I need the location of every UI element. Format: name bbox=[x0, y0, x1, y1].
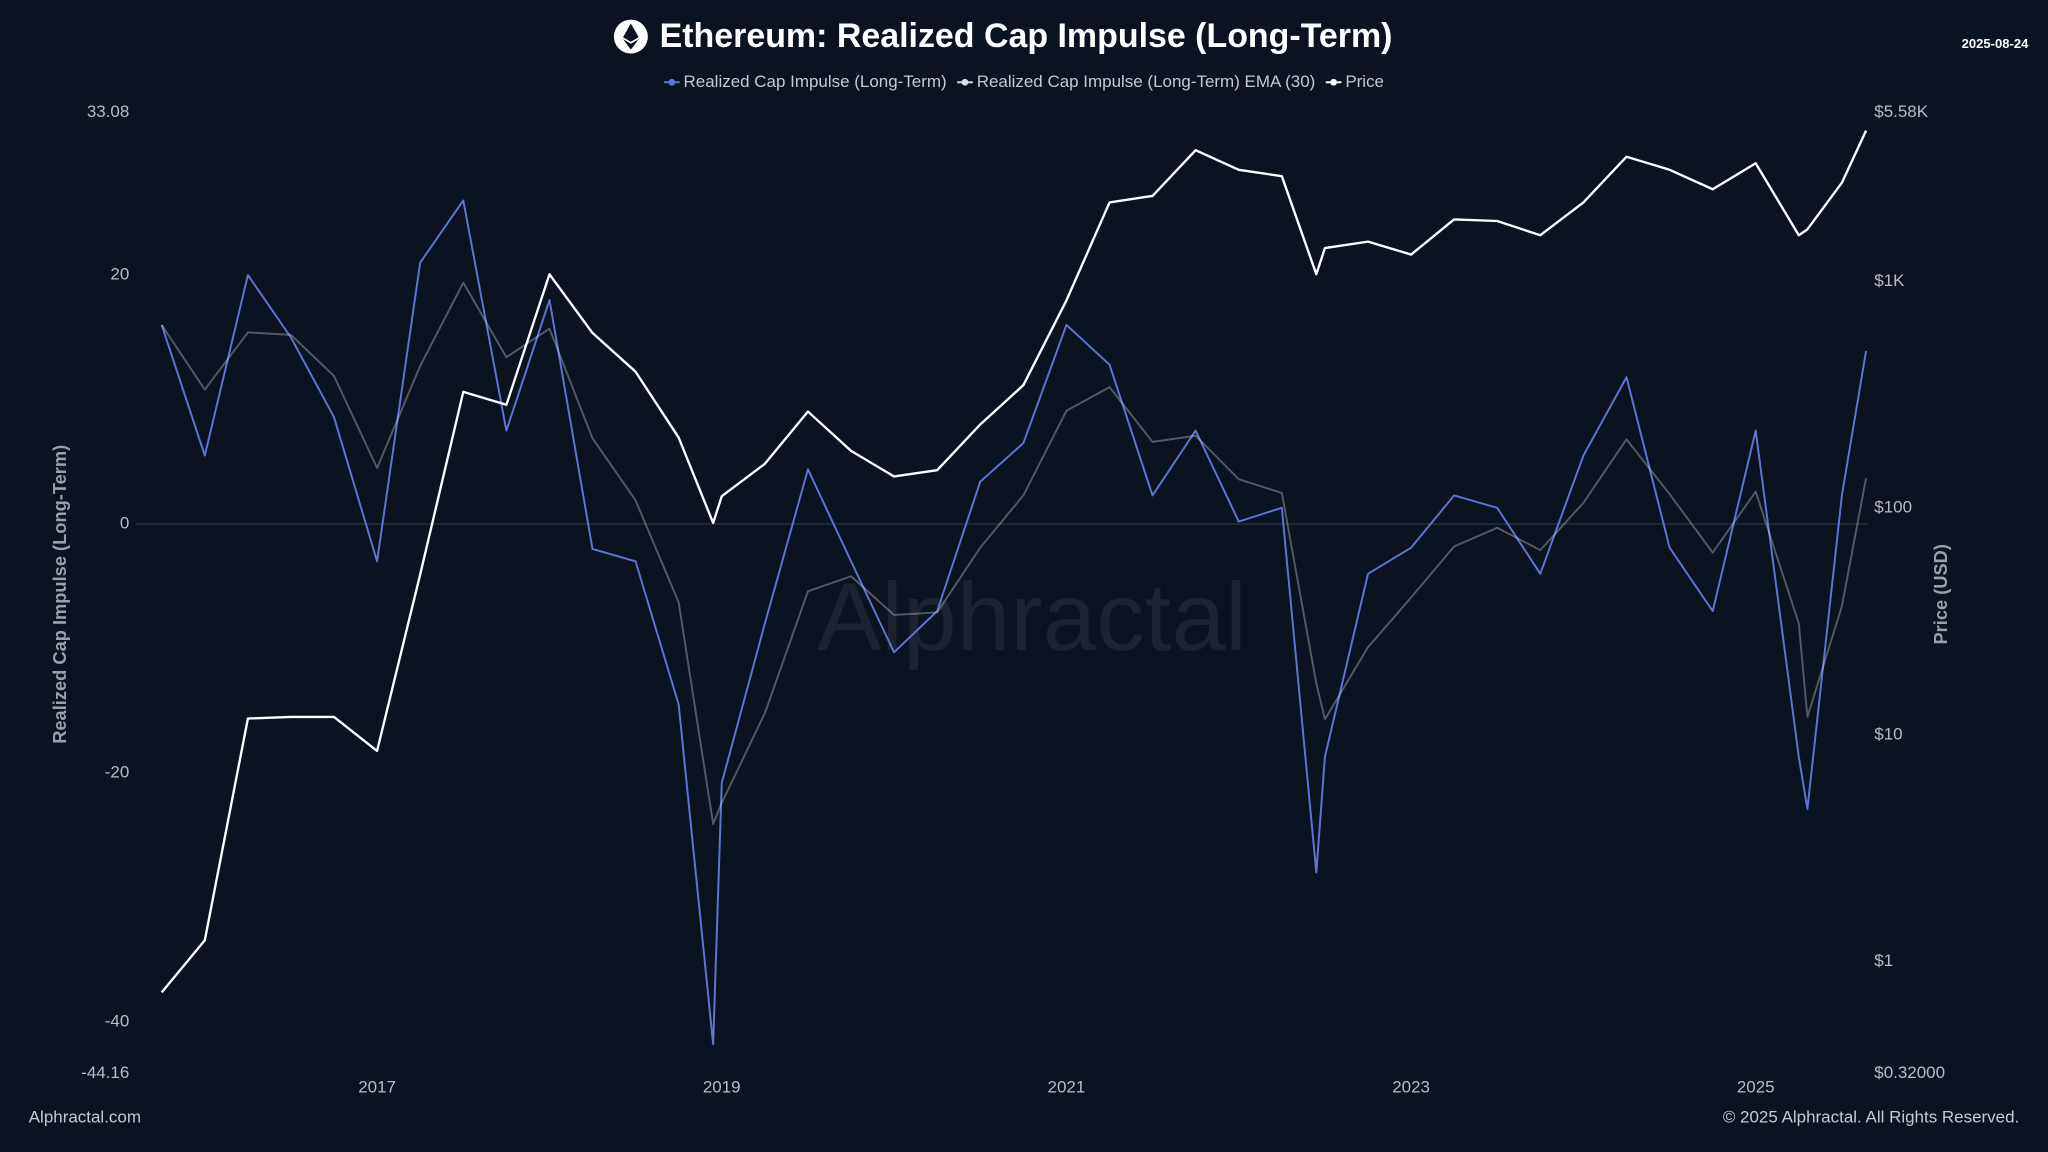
legend-item: Price bbox=[1325, 72, 1384, 91]
watermark: Alphractal bbox=[817, 564, 1247, 671]
legend-marker bbox=[1330, 78, 1337, 86]
y2-tick-label: $100 bbox=[1874, 498, 1912, 517]
x-tick-label: 2023 bbox=[1392, 1077, 1430, 1096]
y-tick-label: -20 bbox=[105, 762, 130, 781]
y-tick-label: -44.16 bbox=[81, 1063, 129, 1082]
chart-title: Ethereum: Realized Cap Impulse (Long-Ter… bbox=[660, 17, 1393, 55]
legend-marker bbox=[961, 78, 969, 86]
legend-item: Realized Cap Impulse (Long-Term) bbox=[663, 72, 947, 91]
legend-item: Realized Cap Impulse (Long-Term) EMA (30… bbox=[957, 72, 1315, 91]
legend-label: Price bbox=[1345, 72, 1384, 91]
series-line bbox=[160, 281, 1868, 826]
legend: Realized Cap Impulse (Long-Term) Realized… bbox=[663, 72, 1384, 91]
date: 2025-08-24 bbox=[1962, 36, 2029, 51]
x-tick-label: 2017 bbox=[358, 1077, 396, 1096]
x-tick-label: 2021 bbox=[1048, 1077, 1086, 1096]
y2-tick-label: $5.58K bbox=[1874, 102, 1928, 121]
y-tick-label: 0 bbox=[120, 514, 129, 533]
footer-right: © 2025 Alphractal. All Rights Reserved. bbox=[1723, 1108, 2019, 1127]
y-tick-label: 33.08 bbox=[87, 102, 129, 121]
y2-tick-label: $0.32000 bbox=[1874, 1063, 1945, 1082]
y-axis-label: Realized Cap Impulse (Long-Term) bbox=[49, 445, 70, 744]
legend-marker bbox=[668, 78, 676, 86]
y2-tick-label: $1K bbox=[1874, 271, 1905, 290]
series-line bbox=[160, 199, 1868, 1046]
x-tick-label: 2019 bbox=[703, 1077, 741, 1096]
y-tick-label: 20 bbox=[110, 265, 129, 284]
y-tick-label: -40 bbox=[105, 1011, 130, 1030]
x-tick-label: 2025 bbox=[1737, 1077, 1775, 1096]
legend-label: Realized Cap Impulse (Long-Term) bbox=[684, 72, 947, 91]
footer-left: Alphractal.com bbox=[29, 1108, 141, 1127]
y2-tick-label: $1 bbox=[1874, 951, 1893, 970]
y2-tick-label: $10 bbox=[1874, 724, 1902, 743]
y2-axis-label: Price (USD) bbox=[1930, 544, 1951, 645]
series-line bbox=[160, 130, 1868, 994]
legend-label: Realized Cap Impulse (Long-Term) EMA (30… bbox=[977, 72, 1316, 91]
eth-icon bbox=[613, 19, 648, 54]
